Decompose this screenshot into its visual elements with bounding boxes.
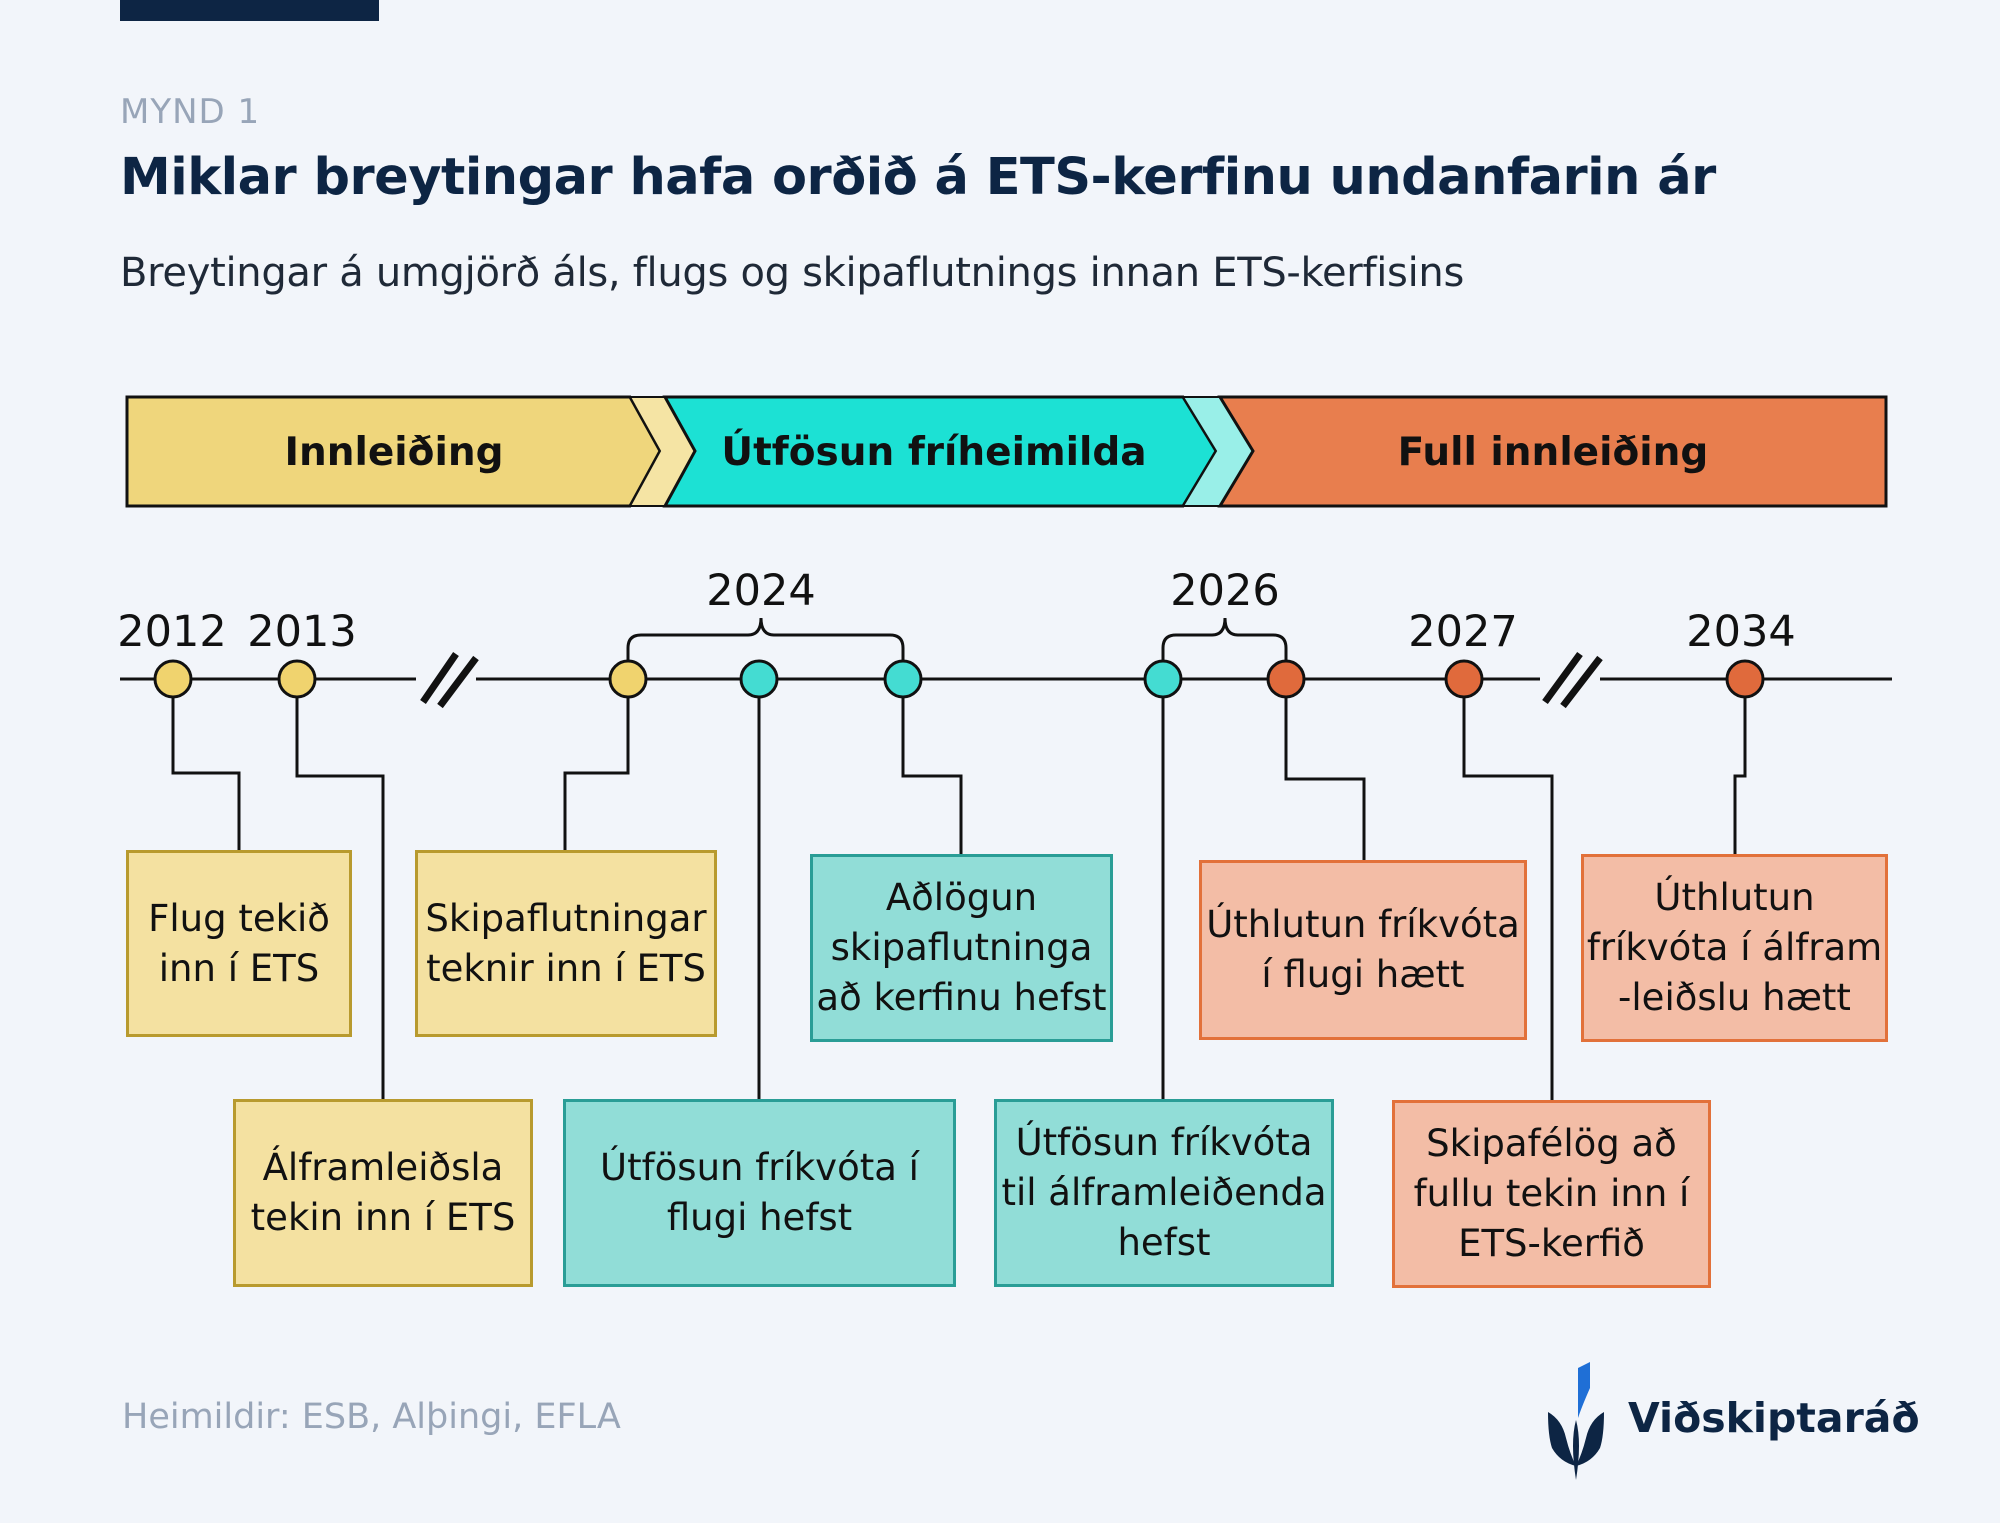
event-box-skipaflutningar: Skipaflutningar teknir inn í ETS [415,850,717,1037]
connectors [171,697,1747,1100]
event-box-utfosun-flug: Útfösun fríkvóta í flugi hefst [563,1099,956,1287]
page-subtitle: Breytingar á umgjörð áls, flugs og skipa… [120,250,1464,296]
event-box-alframleidsla: Álframleiðsla tekin inn í ETS [233,1099,533,1287]
connector-line [901,697,963,854]
phase-bar: Innleiðing Útfösun fríheimilda Full innl… [125,395,1888,508]
connector-line [1462,697,1554,1100]
event-dot-2024-c [883,659,923,699]
event-dot-2024-b [739,659,779,699]
event-box-flug-tekid: Flug tekið inn í ETS [126,850,352,1037]
top-accent-bar [120,0,379,21]
viðskiptaráð-logo-icon [1548,1362,1604,1480]
source-note: Heimildir: ESB, Alþingi, EFLA [122,1397,621,1437]
event-box-utfosun-al: Útfösun fríkvóta til álframleiðenda hefs… [994,1099,1334,1287]
axis-break-icon [1540,651,1603,709]
event-dot-2026-a [1143,659,1183,699]
connector-line [171,697,241,850]
event-box-uthlutun-al: Úthlutun fríkvóta í álfram -leiðslu hætt [1581,854,1888,1042]
axis-break-icon [416,652,479,709]
page-title: Miklar breytingar hafa orðið á ETS-kerfi… [120,148,1716,207]
event-dot-2012 [153,659,193,699]
year-label-2034: 2034 [1686,607,1795,657]
year-label-2012: 2012 [117,607,226,657]
phase-full-innleiding [1217,395,1888,508]
year-brace-2026 [1161,617,1288,664]
connector-line [1284,697,1366,860]
brand-name: Viðskiptaráð [1628,1394,1920,1442]
figure-label: MYND 1 [120,92,261,132]
event-dot-2034 [1725,659,1765,699]
year-label-2027: 2027 [1408,607,1517,657]
event-dots [153,659,1765,699]
event-dot-2024-a [608,659,648,699]
event-box-adlogun: Aðlögun skipaflutninga að kerfinu hefst [810,854,1113,1042]
event-dot-2027 [1444,659,1484,699]
event-box-skipafelog: Skipafélög að fullu tekin inn í ETS-kerf… [1392,1100,1711,1288]
year-brace-2024 [626,617,905,664]
phase-label-innleiding: Innleiðing [284,430,503,475]
event-box-uthlutun-flug: Úthlutun fríkvóta í flugi hætt [1199,860,1527,1040]
year-label-2013: 2013 [247,607,356,657]
phase-label-utfosun: Útfösun fríheimilda [721,428,1146,475]
connector-line [1733,697,1747,854]
year-label-2024: 2024 [706,566,815,616]
phase-label-full: Full innleiðing [1398,430,1709,475]
connector-line [295,697,385,1099]
connector-line [563,697,630,850]
year-label-2026: 2026 [1170,566,1279,616]
event-dot-2013 [277,659,317,699]
event-dot-2026-b [1266,659,1306,699]
